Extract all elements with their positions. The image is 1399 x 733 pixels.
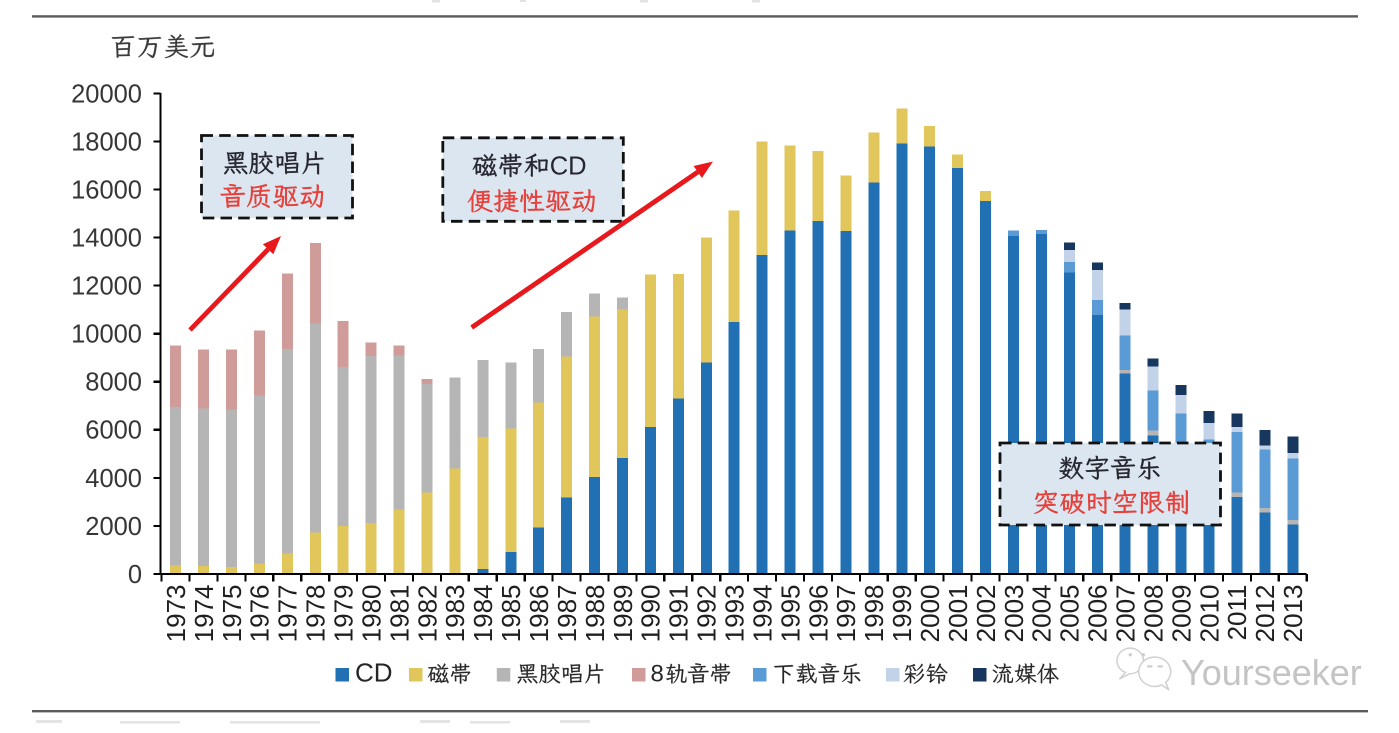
svg-text:20000: 20000: [71, 80, 142, 108]
svg-text:1986: 1986: [524, 585, 554, 643]
svg-text:CD: CD: [550, 153, 587, 181]
svg-text:2007: 2007: [1111, 585, 1141, 643]
svg-text:1981: 1981: [384, 585, 414, 643]
svg-text:16000: 16000: [71, 176, 142, 204]
svg-text:1989: 1989: [608, 585, 638, 643]
svg-text:2006: 2006: [1083, 585, 1113, 643]
svg-text:1982: 1982: [412, 585, 442, 643]
svg-text:2002: 2002: [971, 585, 1001, 643]
svg-text:Yourseeker: Yourseeker: [1181, 652, 1362, 693]
svg-text:1985: 1985: [496, 585, 526, 643]
svg-text:18000: 18000: [71, 128, 142, 156]
svg-text:1995: 1995: [775, 585, 805, 643]
svg-text:2000: 2000: [85, 513, 142, 541]
svg-text:1990: 1990: [636, 585, 666, 643]
svg-text:2010: 2010: [1194, 585, 1224, 643]
svg-text:1998: 1998: [859, 585, 889, 643]
svg-text:1997: 1997: [831, 585, 861, 643]
svg-text:1980: 1980: [356, 585, 386, 643]
svg-text:1993: 1993: [720, 585, 750, 643]
svg-text:12000: 12000: [71, 273, 142, 301]
svg-text:1975: 1975: [217, 585, 247, 643]
svg-text:6000: 6000: [85, 417, 142, 445]
svg-text:8000: 8000: [85, 369, 142, 397]
svg-text:1978: 1978: [301, 585, 331, 643]
svg-text:2001: 2001: [943, 585, 973, 643]
svg-text:2005: 2005: [1055, 585, 1085, 643]
svg-text:2004: 2004: [1027, 585, 1057, 643]
svg-text:8: 8: [651, 661, 664, 688]
svg-text:2000: 2000: [915, 585, 945, 643]
svg-text:10000: 10000: [71, 321, 142, 349]
svg-text:2003: 2003: [999, 585, 1029, 643]
svg-text:1994: 1994: [747, 585, 777, 643]
svg-text:2009: 2009: [1166, 585, 1196, 643]
svg-text:2012: 2012: [1250, 585, 1280, 643]
svg-text:1977: 1977: [273, 585, 303, 643]
svg-text:1991: 1991: [664, 585, 694, 643]
svg-text:2013: 2013: [1278, 585, 1308, 643]
svg-text:1979: 1979: [329, 585, 359, 643]
svg-text:1996: 1996: [803, 585, 833, 643]
svg-text:0: 0: [128, 561, 142, 589]
svg-text:1973: 1973: [161, 585, 191, 643]
svg-text:14000: 14000: [71, 225, 142, 253]
svg-text:CD: CD: [355, 658, 393, 688]
svg-text:1983: 1983: [440, 585, 470, 643]
svg-text:1999: 1999: [887, 585, 917, 643]
svg-text:1984: 1984: [468, 585, 498, 643]
svg-text:1974: 1974: [189, 585, 219, 643]
svg-text:1976: 1976: [245, 585, 275, 643]
svg-text:2011: 2011: [1222, 585, 1252, 641]
svg-text:4000: 4000: [85, 465, 142, 493]
svg-text:2008: 2008: [1138, 585, 1168, 643]
svg-text:1992: 1992: [692, 585, 722, 643]
svg-text:1988: 1988: [580, 585, 610, 643]
svg-text:1987: 1987: [552, 585, 582, 643]
